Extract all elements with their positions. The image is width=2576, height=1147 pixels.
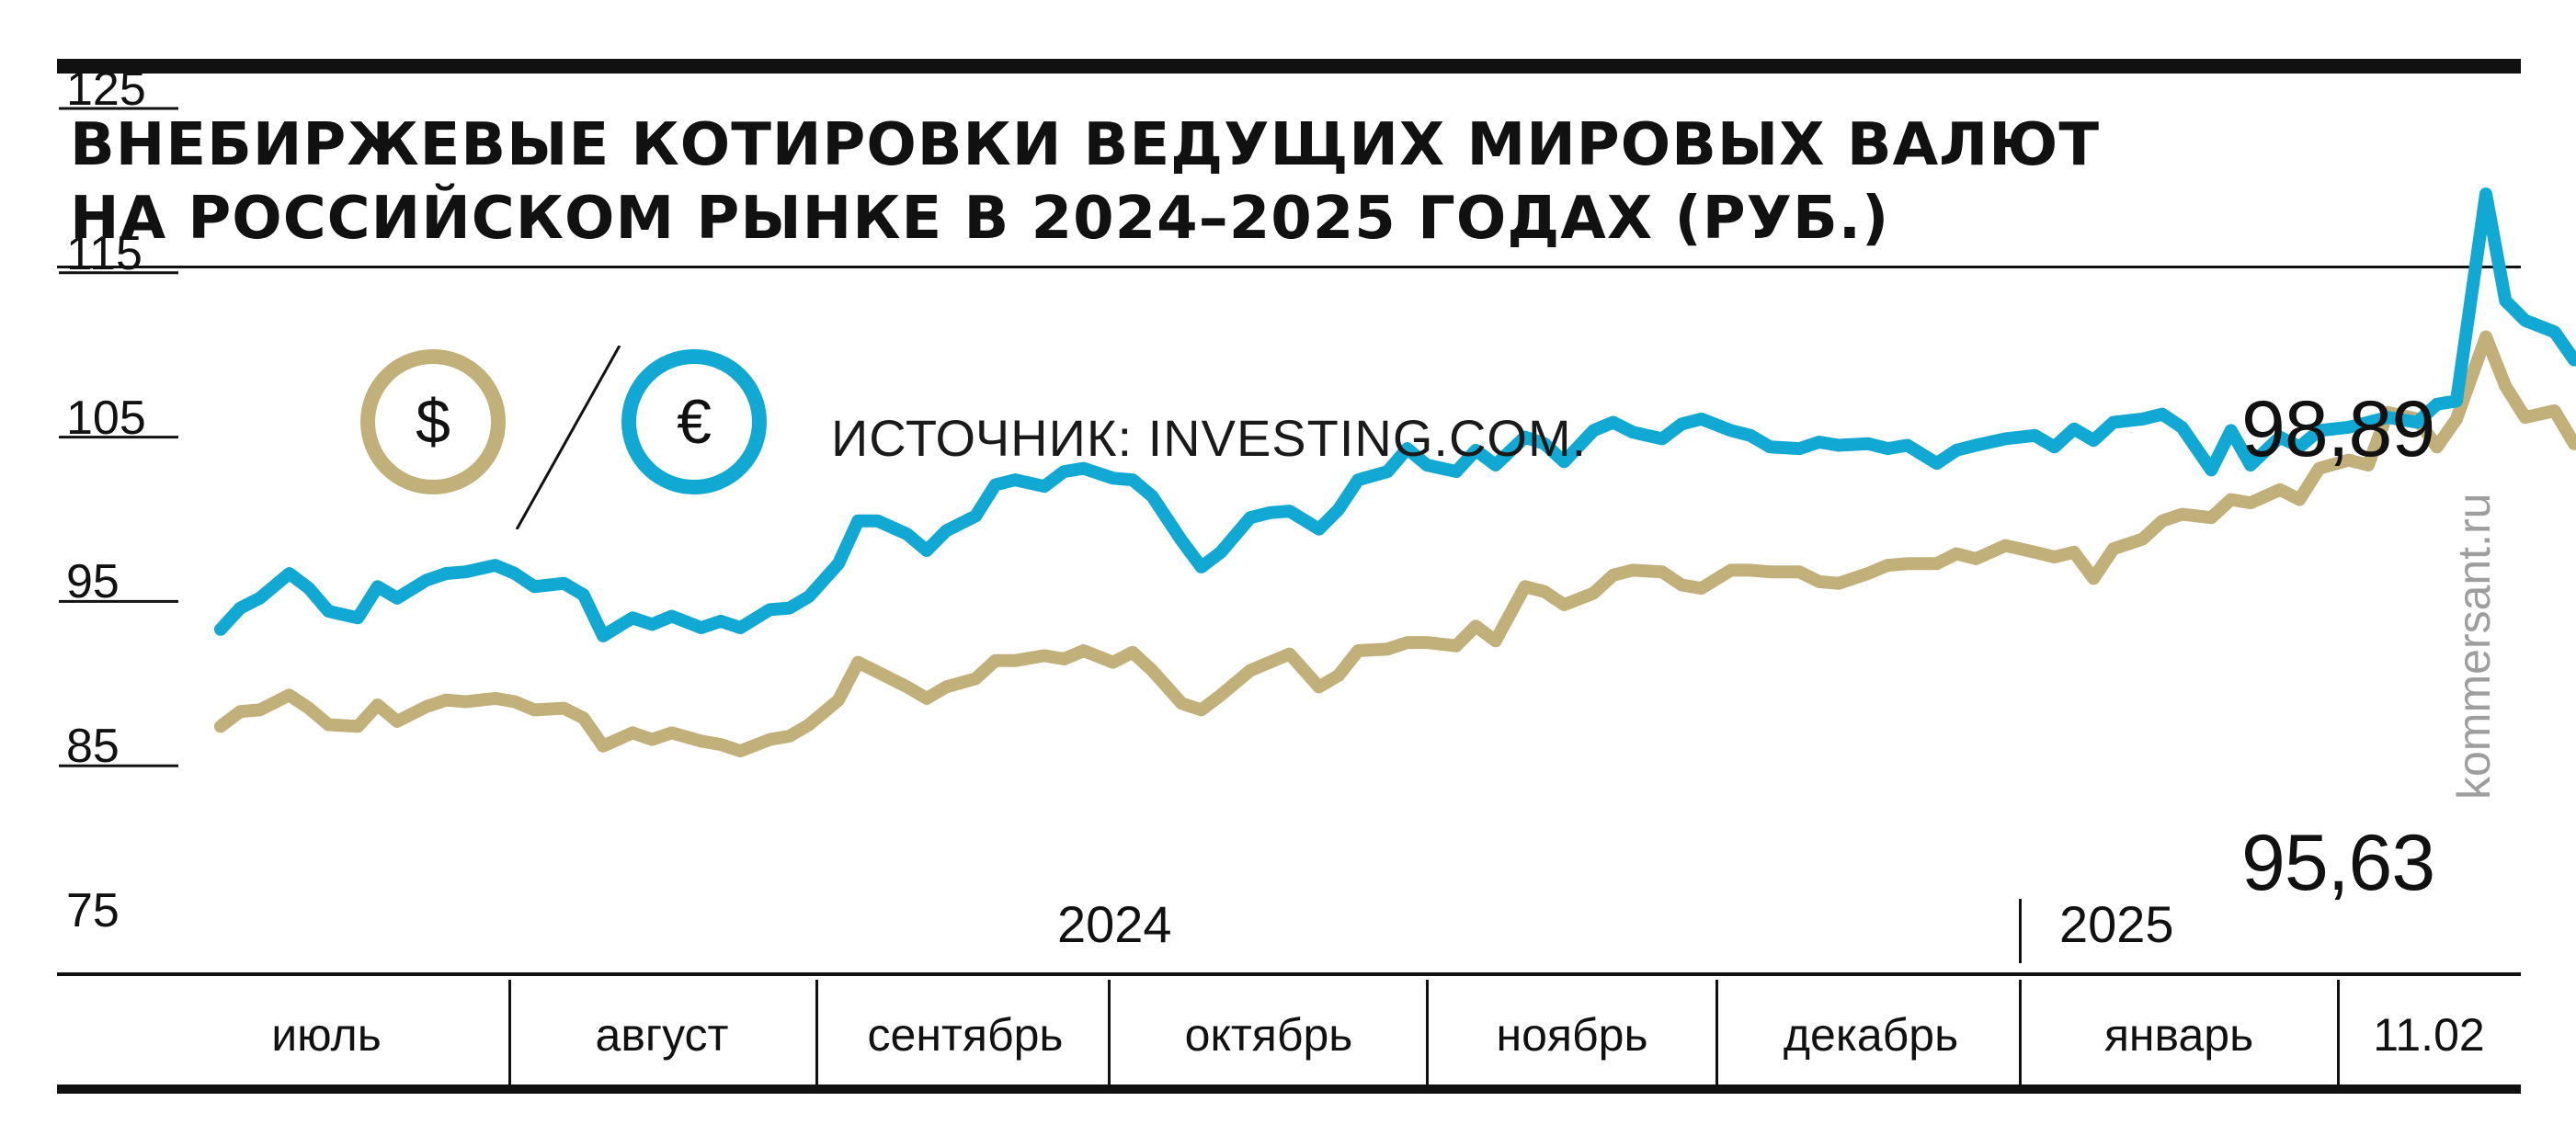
month-divider <box>2337 980 2340 1086</box>
month-label-august: август <box>595 1009 729 1061</box>
month-divider <box>1108 980 1111 1086</box>
slash-stroke <box>515 346 621 529</box>
title-rule <box>57 266 2521 268</box>
month-label-end-date: 11.02 <box>2373 1009 2485 1061</box>
title-line-2: НА РОССИЙСКОМ РЫНКЕ В 2024–2025 ГОДАХ (Р… <box>70 185 1890 253</box>
y-tick-label: 85 <box>66 720 120 774</box>
month-label-september: сентябрь <box>867 1009 1064 1061</box>
eur-last-value: 98,89 <box>2241 385 2435 473</box>
eur-legend-badge: € <box>621 349 767 494</box>
month-label-november: ноябрь <box>1496 1009 1648 1061</box>
chart-title: ВНЕБИРЖЕВЫЕ КОТИРОВКИ ВЕДУЩИХ МИРОВЫХ ВА… <box>70 108 2276 256</box>
kommersant-watermark: kommersant.ru <box>2448 493 2500 800</box>
y-tick-label: 115 <box>66 226 142 280</box>
legend-separator-slash <box>515 346 621 529</box>
bottom-rule <box>57 1085 2521 1094</box>
y-tick-label: 95 <box>66 555 120 609</box>
y-tick-label: 105 <box>66 391 146 445</box>
month-label-october: октябрь <box>1184 1009 1353 1061</box>
eur-series-line <box>214 187 2576 642</box>
title-line-1: ВНЕБИРЖЕВЫЕ КОТИРОВКИ ВЕДУЩИХ МИРОВЫХ ВА… <box>70 111 2101 179</box>
month-label-july: июль <box>271 1009 382 1061</box>
month-divider <box>2019 980 2022 1086</box>
month-divider <box>1715 980 1718 1086</box>
usd-last-value: 95,63 <box>2241 819 2435 907</box>
year-label-2025: 2025 <box>2059 895 2174 953</box>
month-divider <box>508 980 511 1086</box>
year-label-2024: 2024 <box>1057 895 1172 953</box>
usd-symbol: $ <box>416 387 450 457</box>
month-label-january: январь <box>2103 1009 2254 1061</box>
top-rule <box>57 59 2521 74</box>
source-note: ИСТОЧНИК: INVESTING.COM. <box>831 409 1588 467</box>
eur-symbol: € <box>677 387 712 457</box>
usd-series-line <box>214 330 2576 758</box>
usd-legend-badge: $ <box>360 349 506 494</box>
y-tick-label: 75 <box>66 884 120 937</box>
month-label-december: декабрь <box>1783 1009 1959 1061</box>
year-divider <box>2019 899 2022 963</box>
month-divider <box>1426 980 1429 1086</box>
month-divider <box>815 980 818 1086</box>
axis-rule <box>57 972 2521 976</box>
y-tick-label: 125 <box>66 62 146 116</box>
